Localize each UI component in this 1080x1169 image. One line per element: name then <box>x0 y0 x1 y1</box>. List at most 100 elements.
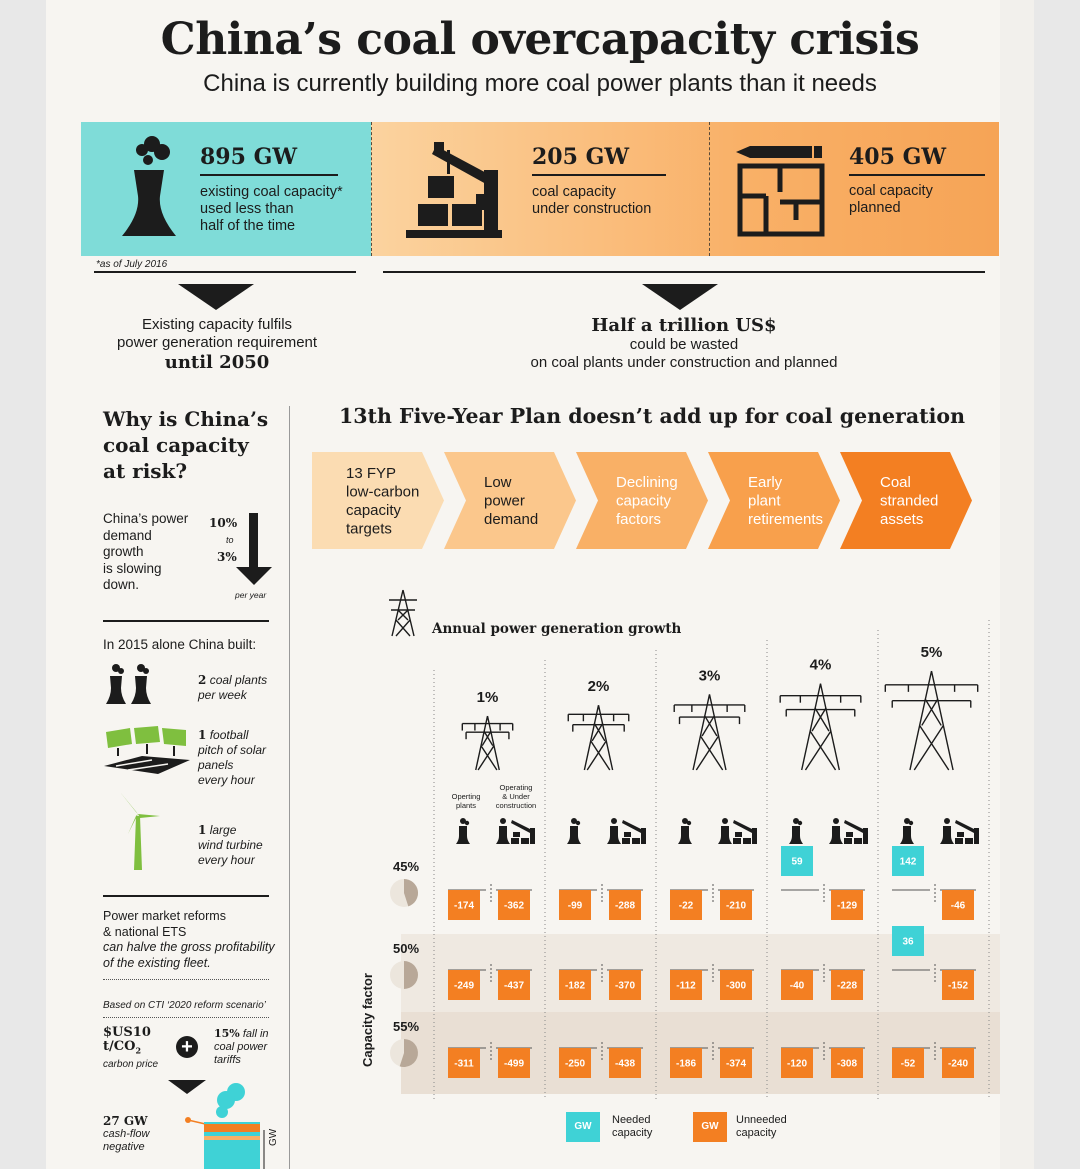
built-desc: pitch of solar <box>198 743 267 757</box>
plant-icon <box>789 818 803 844</box>
capacity-bar <box>831 890 863 920</box>
built-desc: large <box>209 823 237 837</box>
sidebar-divider <box>103 895 269 897</box>
capacity-bar-value: 142 <box>900 857 917 868</box>
conclusion-line: could be wasted <box>629 336 739 353</box>
page-frame <box>1000 0 1034 1169</box>
capacity-bar-value: -210 <box>726 901 746 912</box>
panel-divider <box>371 122 372 256</box>
conclusion-line: power generation requirement <box>116 334 318 351</box>
chevron-step-label: Declining <box>616 474 678 491</box>
demand-line: is slowing <box>103 560 162 576</box>
stat-underline <box>849 174 985 176</box>
growth-category-label: 2% <box>588 678 610 695</box>
stat-desc-line: half of the time <box>200 218 296 234</box>
capacity-bar-value: 59 <box>791 857 803 868</box>
capacity-bar <box>942 1048 974 1078</box>
capacity-bar <box>609 970 641 1000</box>
capacity-bar <box>781 970 813 1000</box>
conclusion-emphasis: until 2050 <box>164 352 270 373</box>
down-arrow-icon <box>642 284 718 310</box>
capacity-bar-value: -46 <box>951 901 966 912</box>
page-subtitle: China is currently building more coal po… <box>203 70 877 97</box>
stat-desc-line: planned <box>849 200 901 216</box>
chevron-flow: 13 FYPlow-carboncapacitytargetsLowpowerd… <box>312 452 972 549</box>
carbon-price-text: $US10 t/CO2 carbon price <box>103 1026 158 1072</box>
capacity-bar-value: -499 <box>504 1059 524 1070</box>
demand-unit: per year <box>235 590 267 600</box>
chevron-step-label: low-carbon <box>346 483 419 500</box>
capacity-bar-value: -249 <box>454 981 474 992</box>
capacity-bar-value: -438 <box>615 1059 635 1070</box>
growth-category-label: 3% <box>699 667 721 684</box>
stat-value: 205 GW <box>532 144 630 170</box>
plant-construction-icon <box>940 818 979 844</box>
pair-label-operating: Operting <box>452 792 481 801</box>
stat-underline <box>532 174 666 176</box>
chevron-step-label: capacity <box>346 502 402 519</box>
demand-line: down. <box>103 577 140 592</box>
demand-to-value: 3% <box>217 550 237 564</box>
capacity-bar <box>448 1048 480 1078</box>
capacity-bar <box>498 970 530 1000</box>
carbon-subscript: 2 <box>135 1045 142 1056</box>
built-number: 2 <box>198 673 207 687</box>
sidebar-divider <box>103 620 269 622</box>
carbon-unit: t/CO <box>103 1039 136 1054</box>
carbon-label: carbon price <box>103 1058 159 1070</box>
axis-unit: GW <box>268 1128 279 1146</box>
built-desc: every hour <box>198 853 255 867</box>
stat-desc-line: coal capacity <box>849 183 933 199</box>
capacity-bar <box>720 1048 752 1078</box>
capacity-bar <box>720 890 752 920</box>
capacity-bar-value: -174 <box>454 901 474 912</box>
chevron-step <box>840 452 972 549</box>
capacity-bar-value: 36 <box>902 937 914 948</box>
capacity-bar-value: -374 <box>726 1059 746 1070</box>
capacity-bar-value: -112 <box>676 981 696 992</box>
downward-arrow-icon <box>236 513 272 585</box>
built-number: 1 <box>198 728 207 742</box>
tariff-desc: coal power <box>214 1041 268 1053</box>
chevron-step <box>444 452 576 549</box>
plant-icon <box>567 818 581 844</box>
built-wind-text: 1 large wind turbine every hour <box>198 823 263 868</box>
down-arrow-icon <box>178 284 254 310</box>
tariff-desc: tariffs <box>214 1054 241 1066</box>
capacity-bar <box>670 890 702 920</box>
crane-icon <box>406 142 502 238</box>
cashflow-text: 27 GW cash-flow negative <box>103 1115 149 1154</box>
tariff-text: 15% fall in coal power tariffs <box>214 1027 269 1067</box>
legend-line: capacity <box>736 1127 777 1139</box>
built-solar-text: 1 football pitch of solar panels every h… <box>198 728 266 788</box>
pair-label-construction: & Under <box>502 792 530 801</box>
capacity-bar-value: -308 <box>837 1059 857 1070</box>
capacity-factor-pie-slice <box>404 879 419 907</box>
capacity-bar <box>720 970 752 1000</box>
conclusion-line: Existing capacity fulfils <box>141 316 293 333</box>
capacity-factor-label: 55% <box>393 1019 419 1034</box>
pylon-icon <box>884 670 979 771</box>
capacity-bar <box>892 846 924 876</box>
capacity-bar-value: -288 <box>615 901 635 912</box>
built-desc: football <box>209 728 249 742</box>
capacity-bar-value: -99 <box>568 901 583 912</box>
y-axis-label: Capacity factor <box>360 973 375 1067</box>
capacity-bar-value: -40 <box>790 981 805 992</box>
capacity-factor-pie-slice <box>399 1039 418 1067</box>
chevron-step-label: targets <box>346 520 392 537</box>
stat-value: 895 GW <box>200 144 298 170</box>
built-desc: panels <box>198 758 234 772</box>
plant-construction-icon <box>829 818 868 844</box>
stat-description: existing coal capacity* used less than h… <box>200 184 343 235</box>
capacity-bar-value: -52 <box>901 1059 916 1070</box>
demand-line: growth <box>103 544 144 559</box>
sidebar-heading-line: at risk? <box>103 459 188 483</box>
power-plant-icon <box>122 136 176 236</box>
chevron-step-label: retirements <box>748 511 823 528</box>
capacity-bar-value: -300 <box>726 981 746 992</box>
built-coal-text: 2 coal plants per week <box>198 673 267 703</box>
chevron-step-label: Early <box>748 474 783 491</box>
pylon-icon <box>779 683 862 771</box>
